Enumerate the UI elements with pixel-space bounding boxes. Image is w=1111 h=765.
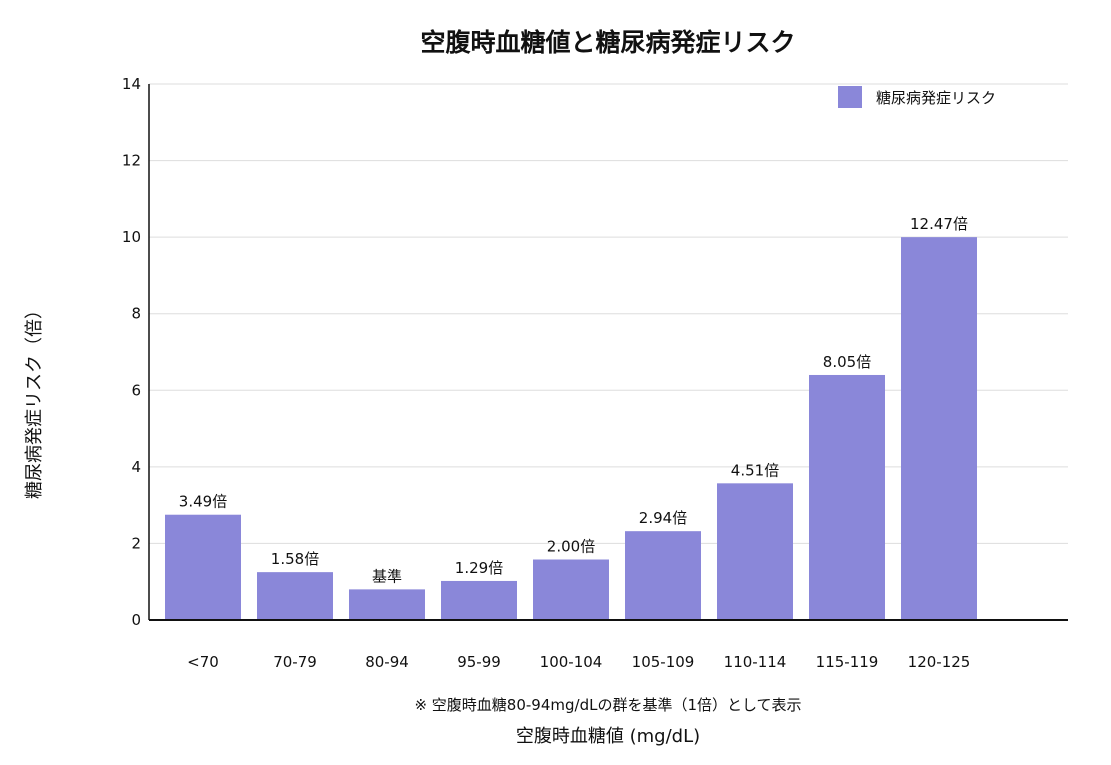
- x-tick-label: 120-125: [908, 653, 971, 671]
- chart-note: ※ 空腹時血糖80-94mg/dLの群を基準（1倍）として表示: [414, 696, 801, 714]
- legend-swatch: [838, 86, 862, 108]
- legend-label: 糖尿病発症リスク: [876, 89, 996, 107]
- legend: 糖尿病発症リスク: [838, 86, 996, 108]
- y-tick-label: 2: [131, 534, 141, 552]
- y-tick-labels: 0 2 4 6 8 10 12 14: [122, 75, 141, 629]
- bar: [257, 572, 333, 620]
- bar: [441, 580, 517, 620]
- x-tick-label: 95-99: [457, 653, 501, 671]
- bar: [809, 374, 885, 620]
- x-tick-label: 80-94: [365, 653, 409, 671]
- y-tick-label: 0: [131, 611, 141, 629]
- y-tick-label: 4: [131, 458, 141, 476]
- bar: [625, 531, 701, 620]
- data-label: 2.00倍: [547, 538, 595, 556]
- x-tick-label: <70: [187, 653, 219, 671]
- y-tick-label: 8: [131, 305, 141, 323]
- y-tick-label: 6: [131, 381, 141, 399]
- y-tick-label: 14: [122, 75, 141, 93]
- data-label: 3.49倍: [179, 493, 227, 511]
- data-label: 8.05倍: [823, 353, 871, 371]
- y-tick-label: 12: [122, 152, 141, 170]
- bar: [349, 589, 425, 620]
- x-tick-label: 105-109: [632, 653, 695, 671]
- data-label: 1.29倍: [455, 559, 503, 577]
- data-label: 2.94倍: [639, 509, 687, 527]
- x-tick-label: 110-114: [724, 653, 787, 671]
- bar: [901, 237, 977, 620]
- x-tick-label: 70-79: [273, 653, 317, 671]
- y-tick-label: 10: [122, 228, 141, 246]
- data-label: 4.51倍: [731, 461, 779, 479]
- data-label: 12.47倍: [910, 215, 968, 233]
- data-label: 1.58倍: [271, 550, 319, 568]
- y-axis-title: 糖尿病発症リスク（倍）: [24, 301, 45, 499]
- bar: [165, 514, 241, 620]
- x-tick-label: 115-119: [816, 653, 879, 671]
- x-tick-label: 100-104: [540, 653, 603, 671]
- grid-lines: [149, 83, 1068, 544]
- bar: [533, 559, 609, 620]
- chart-title: 空腹時血糖値と糖尿病発症リスク: [420, 28, 795, 57]
- bar-series: [165, 237, 977, 620]
- x-tick-labels: <70 70-79 80-94 95-99 100-104 105-109 110-114 1…: [187, 653, 970, 671]
- x-axis-title: 空腹時血糖値 (mg/dL): [516, 726, 700, 747]
- bar: [717, 483, 793, 620]
- data-label: 基準: [372, 567, 402, 585]
